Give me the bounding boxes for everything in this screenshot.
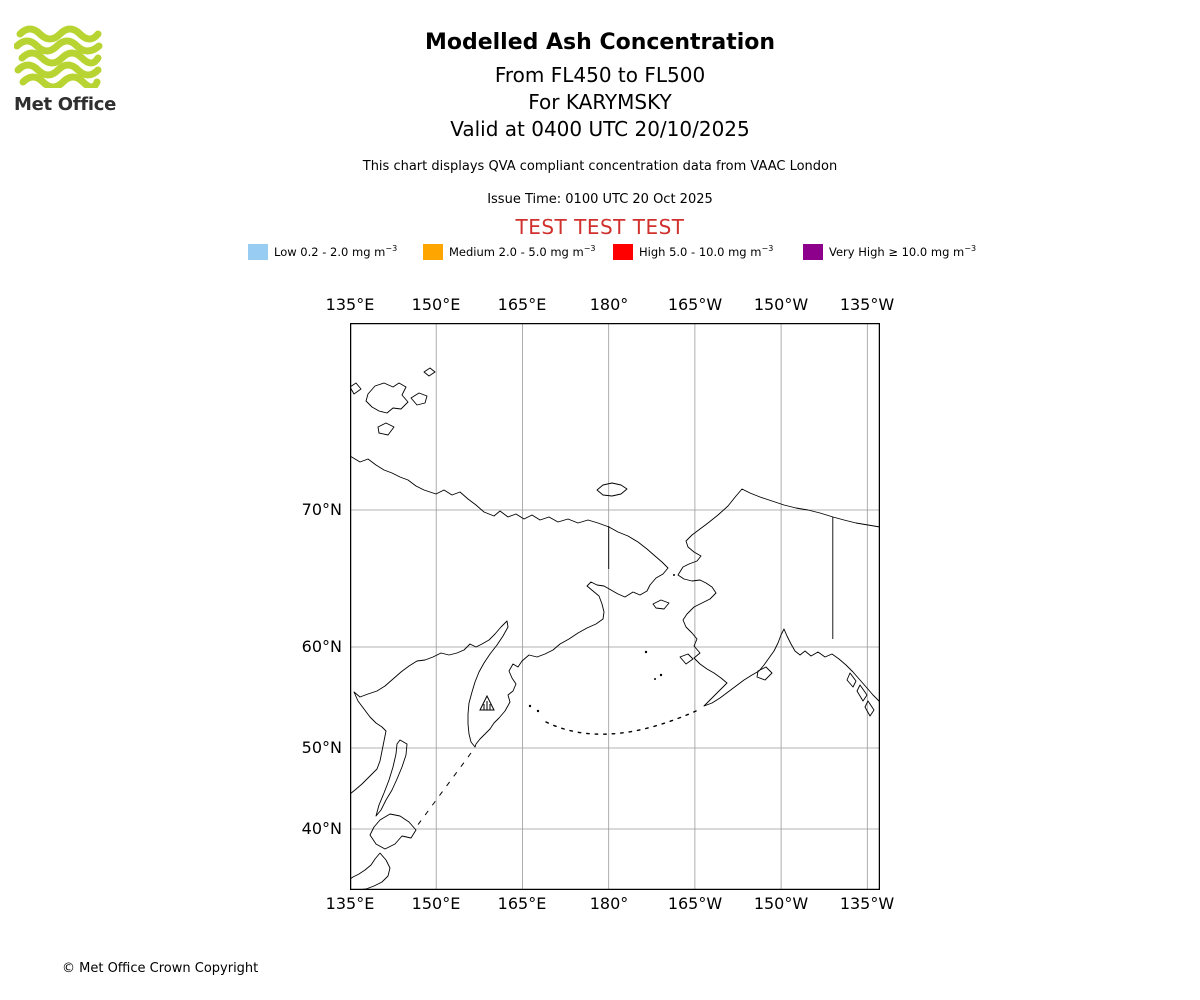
legend-item-low: Low 0.2 - 2.0 mg m−3 (248, 244, 397, 260)
island-lyakhovsky (377, 422, 395, 436)
islands (350, 367, 875, 890)
legend-label-medium: Medium 2.0 - 5.0 mg m−3 (449, 244, 596, 259)
kuril-islands-chain (416, 752, 472, 827)
island-new-siberian-b (410, 392, 428, 406)
map-canvas (350, 323, 880, 890)
copyright-notice: © Met Office Crown Copyright (62, 961, 259, 976)
x-axis-label-bottom: 180° (589, 894, 629, 913)
legend-swatch-high (613, 244, 633, 260)
x-axis-label-bottom: 135°W (839, 894, 895, 913)
map-border (350, 323, 880, 890)
x-axis-label-bottom: 135°E (325, 894, 375, 913)
island-wrangel (596, 482, 628, 497)
x-axis-label-top: 165°E (497, 295, 547, 314)
logo-wave (14, 61, 102, 79)
met-office-logo-waves (13, 25, 103, 91)
logo-wave (16, 25, 102, 43)
legend-item-medium: Medium 2.0 - 5.0 mg m−3 (423, 244, 596, 260)
coastline-alaska (677, 488, 880, 707)
valid-time-line: Valid at 0400 UTC 20/10/2025 (450, 117, 750, 141)
legend-item-high: High 5.0 - 10.0 mg m−3 (613, 244, 773, 260)
island-kodiak (756, 666, 773, 681)
legend-swatch-medium (423, 244, 443, 260)
legend-label-high: High 5.0 - 10.0 mg m−3 (639, 244, 774, 259)
volcano-icon (479, 694, 495, 711)
island-edge-fragment (350, 382, 362, 395)
test-banner: TEST TEST TEST (515, 215, 685, 239)
island-chains (416, 710, 697, 827)
legend-item-very-high: Very High ≥ 10.0 mg m−3 (803, 244, 976, 260)
met-office-logo-text: Met Office (14, 94, 117, 115)
flight-level-line: From FL450 to FL500 (494, 63, 706, 87)
x-axis-label-top: 165°W (667, 295, 723, 314)
x-axis-label-top: 150°W (753, 295, 809, 314)
island-se-alaska-1 (846, 672, 857, 688)
island-se-alaska-3 (864, 700, 875, 717)
legend-swatch-very-high (803, 244, 823, 260)
legend-label-low: Low 0.2 - 2.0 mg m−3 (274, 244, 398, 259)
borders (608, 517, 834, 639)
coastline-siberia (350, 455, 669, 795)
island-se-alaska-2 (856, 684, 868, 702)
coastline-honshu-east (357, 852, 391, 890)
y-axis-label: 40°N (301, 819, 342, 838)
x-axis-label-bottom: 165°W (667, 894, 723, 913)
met-office-logo: Met Office (13, 24, 124, 115)
graticule (350, 323, 880, 890)
logo-wave (13, 37, 103, 55)
issue-time: Issue Time: 0100 UTC 20 Oct 2025 (487, 192, 713, 207)
coastline-honshu-west (350, 852, 381, 880)
coastlines (350, 455, 880, 795)
x-axis-label-top: 135°E (325, 295, 375, 314)
island-new-siberian-a (365, 382, 409, 414)
x-axis-label-bottom: 150°W (753, 894, 809, 913)
x-axis-label-top: 150°E (411, 295, 461, 314)
y-axis-label: 70°N (301, 500, 342, 519)
legend-label-very-high: Very High ≥ 10.0 mg m−3 (829, 244, 977, 259)
x-axis-label-bottom: 150°E (411, 894, 461, 913)
x-axis-label-top: 180° (589, 295, 629, 314)
island-new-siberian-c (423, 367, 436, 377)
island-sakhalin (375, 739, 408, 817)
y-axis-label: 50°N (301, 738, 342, 757)
aleutian-islands-chain (545, 710, 697, 735)
island-hokkaido (369, 813, 417, 850)
y-axis-label: 60°N (301, 637, 342, 656)
island-nunivak (679, 653, 694, 665)
small-island-specks (528, 574, 675, 713)
logo-wave (19, 73, 101, 91)
page-title: Modelled Ash Concentration (424, 30, 776, 55)
chart-description: This chart displays QVA compliant concen… (362, 159, 838, 174)
logo-wave (18, 49, 102, 67)
x-axis-label-bottom: 165°E (497, 894, 547, 913)
x-axis-label-top: 135°W (839, 295, 895, 314)
volcano-line: For KARYMSKY (528, 90, 672, 114)
legend-swatch-low (248, 244, 268, 260)
island-st-lawrence (652, 599, 670, 610)
